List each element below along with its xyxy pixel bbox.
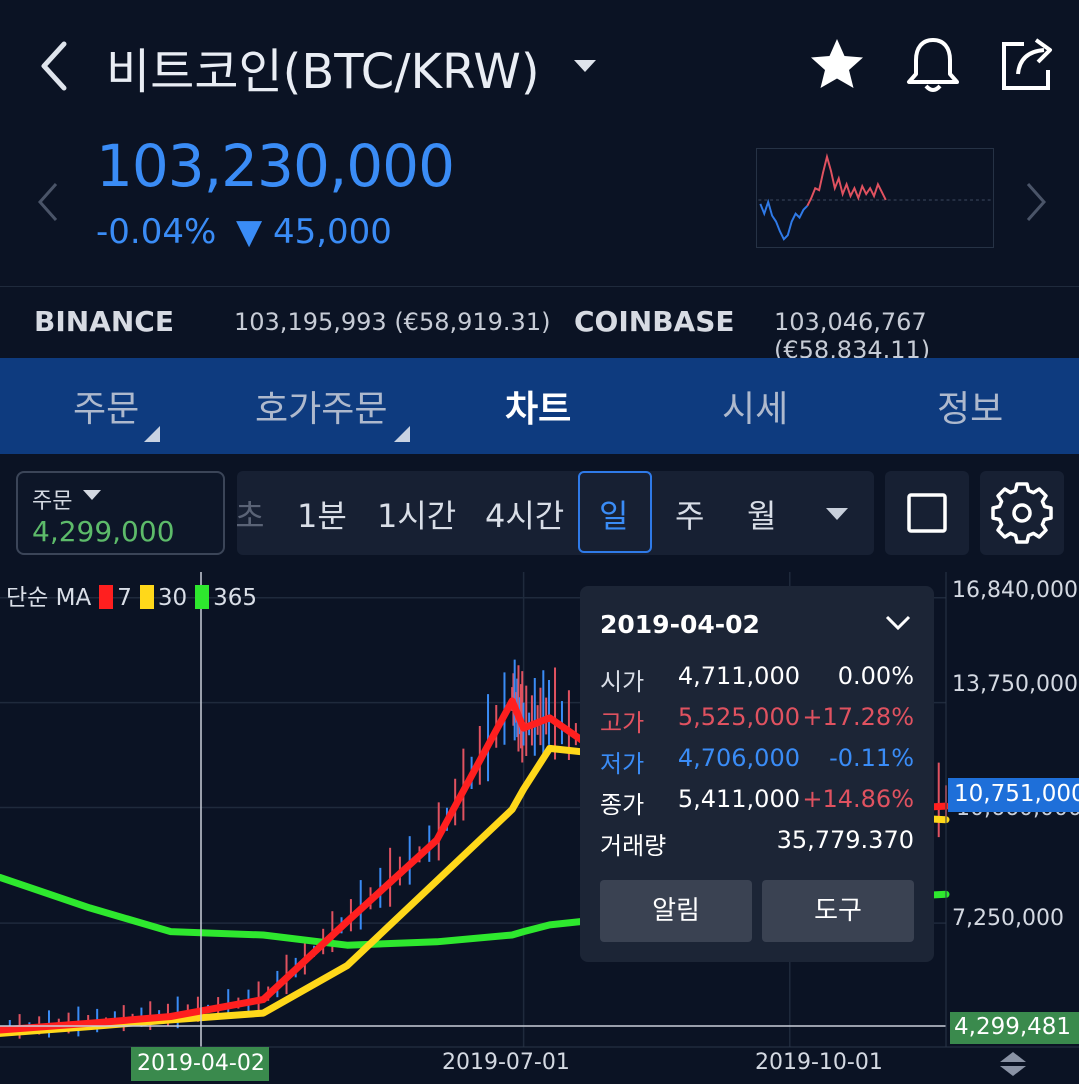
ma-legend[interactable]: 단순 MA 7 30 365 bbox=[6, 578, 257, 612]
period-4hour[interactable]: 4시간 bbox=[485, 497, 565, 535]
back-icon[interactable] bbox=[32, 38, 76, 94]
row-key: 종가 bbox=[600, 791, 645, 819]
gear-icon bbox=[991, 482, 1053, 544]
row-percent: +17.28% bbox=[802, 703, 914, 731]
ma7-label: 7 bbox=[117, 585, 132, 611]
row-value: 4,711,000 bbox=[677, 662, 800, 690]
x-tick-label: 2019-10-01 bbox=[755, 1050, 883, 1075]
period-week[interactable]: 주 bbox=[675, 497, 705, 535]
caret-down-icon bbox=[83, 490, 101, 500]
chevron-down-icon[interactable] bbox=[884, 614, 912, 632]
order-label: 주문 bbox=[32, 489, 73, 514]
exchange-price: 103,195,993 (€58,919.31) bbox=[234, 308, 551, 336]
current-price: 103,230,000 bbox=[96, 132, 455, 200]
change-percent: -0.04% bbox=[96, 212, 217, 252]
popup-row-close: 종가 5,411,000 +14.86% bbox=[580, 785, 934, 825]
order-price-selector[interactable]: 주문 4,299,000 bbox=[16, 471, 225, 555]
row-value: 4,706,000 bbox=[677, 744, 800, 772]
period-second[interactable]: 초 bbox=[237, 497, 265, 535]
tool-button[interactable]: 도구 bbox=[762, 880, 914, 942]
star-icon[interactable] bbox=[806, 34, 868, 96]
tab-dropdown-marker bbox=[144, 426, 160, 442]
current-price-tag: 10,751,000 bbox=[948, 778, 1079, 812]
tab-chart[interactable]: 차트 bbox=[505, 389, 572, 430]
ma365-swatch bbox=[195, 585, 210, 609]
period-day[interactable]: 일 bbox=[599, 497, 629, 535]
period-1hour[interactable]: 1시간 bbox=[377, 497, 457, 535]
row-value: 35,779.370 bbox=[776, 826, 914, 854]
y-tick-label: 7,250,000 bbox=[952, 906, 1064, 931]
row-percent: 0.00% bbox=[837, 662, 914, 690]
top-header: 비트코인(BTC/KRW) bbox=[0, 0, 1079, 130]
exchange-name: COINBASE bbox=[574, 305, 735, 338]
period-selector: 초 1분 1시간 4시간 일 주 월 bbox=[237, 471, 874, 555]
popup-row-low: 저가 4,706,000 -0.11% bbox=[580, 744, 934, 784]
page-title[interactable]: 비트코인(BTC/KRW) bbox=[106, 44, 540, 100]
tab-info[interactable]: 정보 bbox=[937, 389, 1004, 430]
tab-quote[interactable]: 시세 bbox=[722, 389, 789, 430]
scroll-handle-icon[interactable] bbox=[998, 1050, 1028, 1078]
mini-sparkline[interactable] bbox=[756, 148, 994, 248]
caret-down-icon[interactable] bbox=[572, 58, 598, 74]
popup-row-high: 고가 5,525,000 +17.28% bbox=[580, 703, 934, 743]
bell-icon[interactable] bbox=[902, 34, 964, 96]
period-more-icon[interactable] bbox=[825, 507, 849, 521]
square-icon bbox=[907, 493, 947, 533]
order-price-value: 4,299,000 bbox=[32, 515, 175, 548]
y-tick-label: 16,840,000 bbox=[952, 578, 1078, 603]
fullscreen-button[interactable] bbox=[885, 471, 969, 555]
main-tabs: 주문 호가주문 차트 시세 정보 bbox=[0, 358, 1079, 454]
tab-order[interactable]: 주문 bbox=[73, 389, 140, 430]
crosshair-date-tag: 2019-04-02 bbox=[131, 1047, 269, 1081]
popup-row-open: 시가 4,711,000 0.00% bbox=[580, 662, 934, 702]
crosshair-price-tag: 4,299,481 bbox=[950, 1012, 1079, 1044]
exchange-price: 103,046,767 (€58,834.11) bbox=[774, 308, 931, 364]
active-period-frame bbox=[578, 471, 652, 553]
row-key: 저가 bbox=[600, 750, 645, 778]
tab-orderbook-order[interactable]: 호가주문 bbox=[255, 389, 388, 430]
settings-button[interactable] bbox=[980, 471, 1064, 555]
y-tick-label: 13,750,000 bbox=[952, 672, 1078, 697]
popup-date: 2019-04-02 bbox=[600, 610, 760, 639]
period-1min[interactable]: 1분 bbox=[297, 497, 347, 535]
ma30-label: 30 bbox=[157, 585, 188, 611]
row-key: 거래량 bbox=[600, 832, 667, 860]
next-coin-icon[interactable] bbox=[1024, 180, 1048, 224]
exchange-strip: BINANCE 103,195,993 (€58,919.31) COINBAS… bbox=[0, 286, 1079, 364]
ma-legend-prefix: 단순 MA bbox=[6, 585, 92, 611]
row-value: 5,525,000 bbox=[677, 703, 800, 731]
row-key: 시가 bbox=[600, 668, 645, 696]
period-month[interactable]: 월 bbox=[747, 497, 777, 535]
prev-coin-icon[interactable] bbox=[36, 180, 60, 224]
alert-button[interactable]: 알림 bbox=[600, 880, 752, 942]
row-key: 고가 bbox=[600, 709, 645, 737]
exchange-name: BINANCE bbox=[34, 305, 174, 338]
ma7-swatch bbox=[99, 585, 114, 609]
ma30-swatch bbox=[139, 585, 154, 609]
tab-dropdown-marker bbox=[394, 426, 410, 442]
popup-row-volume: 거래량 35,779.370 bbox=[580, 826, 934, 866]
ma365-label: 365 bbox=[213, 585, 258, 611]
row-value: 5,411,000 bbox=[677, 785, 800, 813]
chart-toolbar: 주문 4,299,000 초 1분 1시간 4시간 일 주 월 bbox=[0, 456, 1079, 572]
row-percent: -0.11% bbox=[829, 744, 914, 772]
ohlc-popup: 2019-04-02 시가 4,711,000 0.00% 고가 5,525,0… bbox=[580, 586, 934, 962]
x-tick-label: 2019-07-01 bbox=[442, 1050, 570, 1075]
share-icon[interactable] bbox=[998, 34, 1060, 96]
change-amount: ▼ 45,000 bbox=[236, 212, 392, 252]
row-percent: +14.86% bbox=[802, 785, 914, 813]
